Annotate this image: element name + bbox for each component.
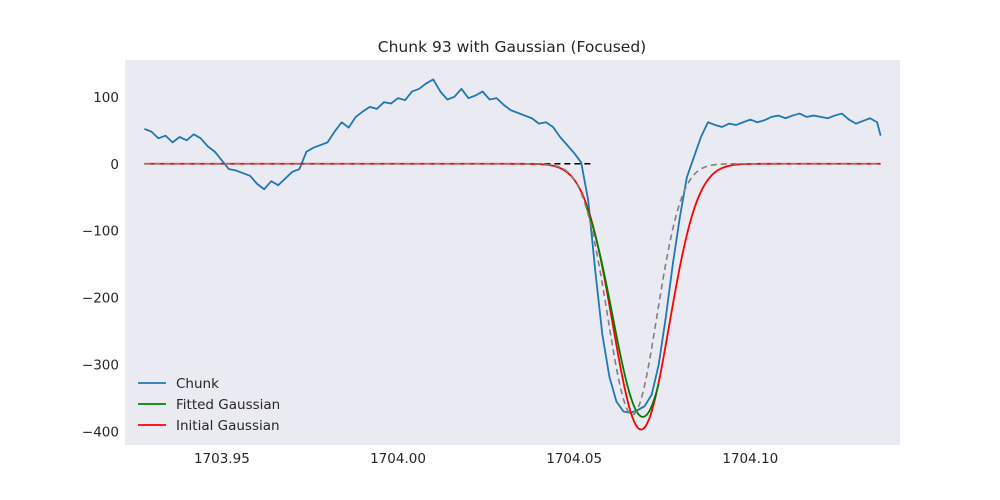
chart-title: Chunk 93 with Gaussian (Focused)	[378, 38, 646, 56]
x-tick-label: 1704.05	[546, 451, 602, 467]
legend: Chunk Fitted Gaussian Initial Gaussian	[138, 376, 280, 434]
x-axis-ticks: 1703.95 1704.00 1704.05 1704.10	[194, 451, 778, 467]
x-tick-label: 1704.00	[370, 451, 426, 467]
y-tick-label: −400	[82, 425, 119, 441]
legend-label: Fitted Gaussian	[176, 397, 280, 413]
series-gray-dashed-gaussian	[144, 162, 881, 416]
y-tick-label: −200	[82, 291, 119, 307]
x-tick-label: 1703.95	[194, 451, 250, 467]
y-tick-label: −100	[82, 224, 119, 240]
y-tick-label: −300	[82, 358, 119, 374]
y-tick-label: 0	[110, 157, 119, 173]
legend-label: Chunk	[176, 376, 219, 392]
series-chunk-line	[144, 78, 882, 414]
x-tick-label: 1704.10	[722, 451, 778, 467]
plot-area	[125, 60, 900, 445]
series-layer	[144, 78, 882, 431]
y-axis-ticks: 100 0 −100 −200 −300 −400	[82, 90, 119, 441]
y-tick-label: 100	[93, 90, 119, 106]
legend-label: Initial Gaussian	[176, 418, 280, 434]
series-fitted-gaussian-line	[583, 201, 660, 418]
